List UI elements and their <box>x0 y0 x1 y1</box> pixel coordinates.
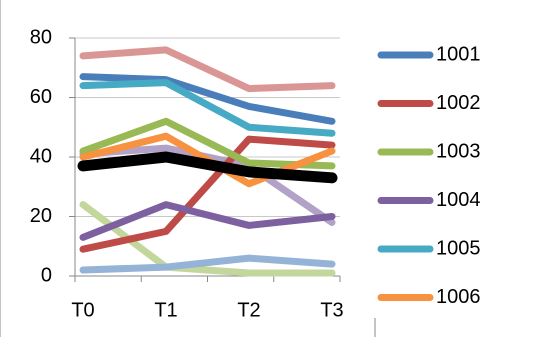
legend-label: 1004 <box>436 189 481 211</box>
series-line <box>79 135 336 253</box>
legend-label: 1002 <box>436 92 481 114</box>
legend-label: 1003 <box>436 140 481 162</box>
series-line <box>77 151 338 184</box>
legend-label: 1006 <box>436 286 481 308</box>
y-tick-label: 0 <box>41 264 52 286</box>
y-tick-label: 60 <box>30 86 52 108</box>
y-tick-label: 40 <box>30 145 52 167</box>
series-line <box>79 201 336 277</box>
y-tick-label: 80 <box>30 26 52 48</box>
series-line <box>79 79 336 137</box>
legend-label: 1001 <box>436 43 481 65</box>
series-line <box>79 201 336 241</box>
legend-label: 1005 <box>436 237 481 259</box>
x-tick-label: T3 <box>320 299 343 321</box>
x-tick-label: T1 <box>154 299 177 321</box>
series-line <box>79 46 336 93</box>
series-line <box>79 73 336 125</box>
x-tick-label: T2 <box>237 299 260 321</box>
series-line <box>79 254 336 274</box>
x-tick-label: T0 <box>71 299 94 321</box>
y-tick-label: 20 <box>30 205 52 227</box>
